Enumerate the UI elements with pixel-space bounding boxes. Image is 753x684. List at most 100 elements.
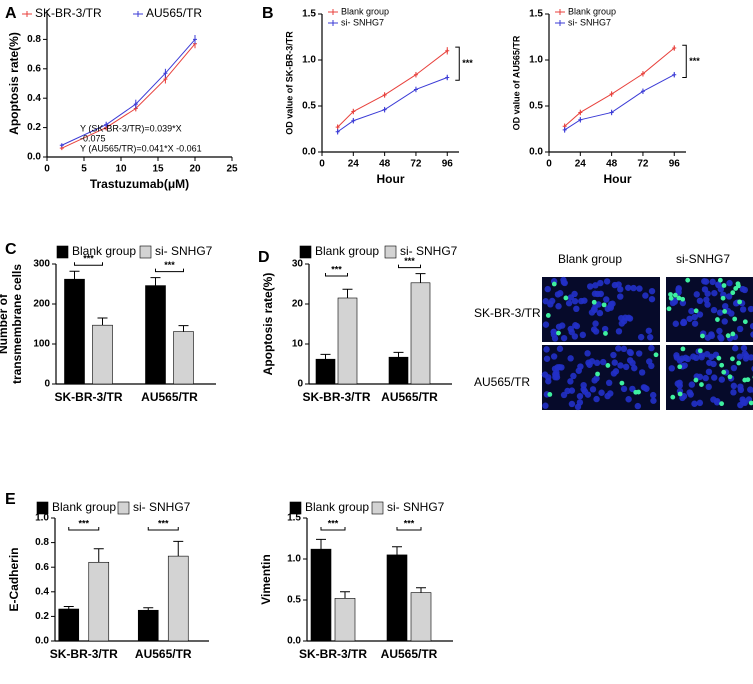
line	[337, 77, 448, 133]
x-tick-label: 10	[115, 164, 127, 175]
cell-nucleus	[684, 355, 691, 363]
cell-nucleus	[568, 387, 576, 394]
legend-swatch	[36, 501, 49, 515]
cell-nucleus	[688, 307, 695, 315]
x-axis-label: Hour	[604, 172, 632, 186]
apoptotic-cell	[666, 306, 672, 312]
apoptotic-cell	[748, 400, 753, 406]
significance: ***	[689, 56, 700, 66]
cell-nucleus	[693, 291, 700, 298]
cell-nucleus	[557, 290, 564, 297]
cell-nucleus	[736, 353, 744, 360]
y-tick-label: 20	[292, 299, 304, 310]
chart: A 0.0 0.2 0.4 0.6 0.8 Apoptosis rate(%) SK-BR-3…	[5, 5, 238, 191]
cell-nucleus	[730, 389, 737, 396]
cell-nucleus	[696, 311, 704, 318]
apoptotic-cell	[742, 319, 748, 325]
cell-nucleus	[576, 399, 584, 406]
cell-nucleus	[556, 345, 564, 352]
apoptotic-cell	[685, 277, 691, 283]
apoptotic-cell	[677, 391, 683, 397]
y-tick-label: 0.5	[287, 595, 301, 606]
cell-nucleus	[543, 346, 550, 353]
apoptotic-cell	[680, 346, 686, 352]
cell-nucleus	[713, 399, 721, 406]
cell-nucleus	[636, 285, 643, 292]
point	[445, 75, 450, 80]
bar	[310, 548, 332, 642]
significance-bracket	[155, 268, 184, 273]
apoptotic-cell	[670, 394, 676, 400]
chart: B 0.0 0.5 1.0 1.5 OD value of SK-BR-3/TR Blank…	[262, 5, 473, 186]
point	[104, 122, 109, 127]
x-tick-label: AU565/TR	[381, 390, 438, 404]
apoptotic-cell	[719, 362, 725, 368]
point	[193, 37, 197, 42]
error-bar	[93, 548, 104, 563]
apoptotic-cell	[676, 295, 682, 301]
legend-label: si- SNHG7	[341, 17, 384, 27]
legend-label: si- SNHG7	[155, 244, 213, 258]
bar	[88, 561, 110, 642]
row-label: AU565/TR	[474, 375, 530, 389]
bar	[337, 297, 358, 385]
cell-nucleus	[645, 327, 653, 334]
cell-nucleus	[716, 309, 724, 316]
cell-nucleus	[620, 385, 628, 393]
apoptotic-cell	[700, 333, 705, 339]
apoptotic-cell	[601, 302, 607, 308]
chart: C 0 100 200 300 Number of transmembrane cells B…	[0, 241, 216, 404]
x-axis-label: Hour	[377, 172, 405, 186]
apoptotic-cell	[677, 364, 683, 370]
apoptotic-cell	[605, 363, 611, 368]
cell-nucleus	[556, 363, 563, 371]
point	[163, 77, 168, 82]
y-tick-label: 0.2	[35, 611, 49, 622]
x-axis-label: Trastuzumab(μM)	[90, 177, 189, 191]
point	[351, 118, 356, 123]
cell-nucleus	[711, 289, 718, 297]
apoptotic-cell	[727, 374, 733, 380]
cell-nucleus	[725, 293, 733, 300]
apoptotic-cell	[699, 382, 704, 387]
cell-nucleus	[592, 320, 599, 327]
cell-nucleus	[598, 389, 605, 396]
cell-nucleus	[576, 392, 584, 400]
y-tick-label: 1.5	[287, 513, 301, 524]
point	[382, 107, 387, 112]
significance: ***	[158, 518, 169, 528]
cell-nucleus	[716, 327, 723, 335]
cell-nucleus	[544, 285, 551, 293]
x-tick-label: 20	[189, 164, 201, 175]
cell-nucleus	[542, 321, 550, 328]
point	[445, 48, 450, 53]
annotation: Y (AU565/TR)=0.041*X -0.061	[80, 143, 202, 153]
cell-nucleus	[718, 376, 725, 383]
cell-nucleus	[589, 386, 597, 393]
cell-nucleus	[573, 305, 580, 313]
y-axis-label: Vimentin	[259, 554, 273, 604]
cell-nucleus	[630, 284, 637, 292]
y-axis-label: Apoptosis rate(%)	[7, 32, 21, 135]
legend-swatch	[299, 245, 312, 259]
error-bar	[340, 591, 350, 599]
bar	[410, 282, 431, 385]
cell-nucleus	[637, 333, 645, 341]
cell-nucleus	[688, 381, 696, 388]
cell-nucleus	[593, 395, 600, 403]
error-bar	[97, 317, 108, 326]
cell-nucleus	[599, 358, 607, 366]
cell-nucleus	[731, 345, 739, 352]
error-bar	[69, 270, 80, 280]
cell-nucleus	[617, 362, 624, 369]
panel-label: B	[262, 5, 274, 22]
panel-label: A	[5, 5, 17, 22]
cell-nucleus	[678, 355, 686, 362]
bar	[386, 554, 408, 642]
apoptotic-cell	[732, 316, 738, 322]
point	[672, 46, 677, 51]
cell-nucleus	[586, 283, 594, 290]
cell-nucleus	[555, 303, 562, 310]
micrograph	[541, 344, 660, 411]
cell-nucleus	[603, 278, 611, 285]
